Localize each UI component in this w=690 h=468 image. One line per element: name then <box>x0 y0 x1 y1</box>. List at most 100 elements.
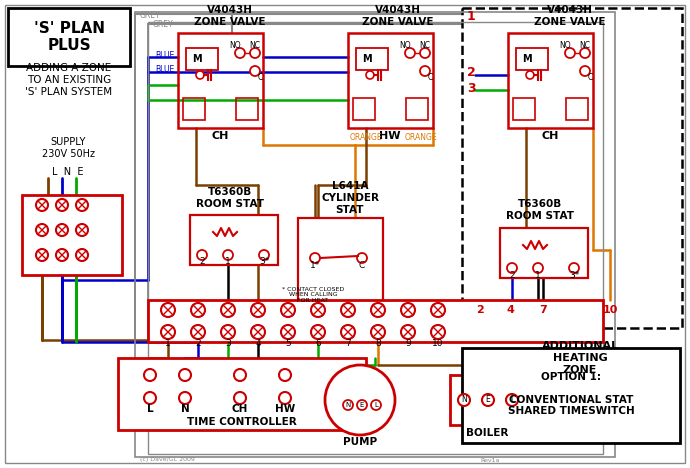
Text: M: M <box>362 54 372 64</box>
Text: 1: 1 <box>535 271 541 280</box>
Text: BLUE: BLUE <box>155 51 175 59</box>
Text: 1: 1 <box>467 9 475 22</box>
Circle shape <box>279 369 291 381</box>
Bar <box>148 22 603 454</box>
Bar <box>148 300 603 342</box>
Circle shape <box>191 325 205 339</box>
Circle shape <box>76 249 88 261</box>
Bar <box>190 215 278 265</box>
Bar <box>118 358 366 430</box>
Circle shape <box>569 263 579 273</box>
Text: V4043H
ZONE VALVE: V4043H ZONE VALVE <box>195 5 266 27</box>
Text: 6: 6 <box>315 338 321 348</box>
Circle shape <box>343 400 353 410</box>
Circle shape <box>76 199 88 211</box>
Circle shape <box>357 253 367 263</box>
Circle shape <box>259 250 269 260</box>
Circle shape <box>507 263 517 273</box>
Circle shape <box>250 48 260 58</box>
Circle shape <box>371 303 385 317</box>
Text: 'S' PLAN
PLUS: 'S' PLAN PLUS <box>34 21 104 53</box>
Circle shape <box>311 325 325 339</box>
Text: CH: CH <box>542 131 559 141</box>
Text: 2: 2 <box>467 66 475 80</box>
Text: ORANGE: ORANGE <box>350 132 383 141</box>
Text: SUPPLY
230V 50Hz: SUPPLY 230V 50Hz <box>41 137 95 159</box>
Bar <box>513 98 535 120</box>
Circle shape <box>76 224 88 236</box>
Bar <box>8 8 130 66</box>
Text: 10: 10 <box>602 305 618 315</box>
Text: NC: NC <box>250 41 261 50</box>
Circle shape <box>325 365 395 435</box>
Circle shape <box>458 394 470 406</box>
Circle shape <box>405 48 415 58</box>
Circle shape <box>482 394 494 406</box>
Circle shape <box>533 263 543 273</box>
Circle shape <box>179 369 191 381</box>
Text: 1: 1 <box>165 338 171 348</box>
Text: M: M <box>522 54 532 64</box>
Text: L: L <box>147 404 153 414</box>
Bar <box>135 12 615 457</box>
Bar <box>236 98 258 120</box>
Text: (c) Dave/GL 2009: (c) Dave/GL 2009 <box>140 458 195 462</box>
Text: * CONTACT CLOSED
WHEN CALLING
FOR HEAT: * CONTACT CLOSED WHEN CALLING FOR HEAT <box>282 287 344 303</box>
Text: 1: 1 <box>225 257 231 266</box>
Circle shape <box>223 250 233 260</box>
Text: 5: 5 <box>285 338 291 348</box>
Text: GREY: GREY <box>153 20 174 29</box>
Circle shape <box>580 48 590 58</box>
Text: 3: 3 <box>225 338 231 348</box>
Text: BLUE: BLUE <box>155 66 175 74</box>
Text: 2: 2 <box>195 338 201 348</box>
Text: 1*: 1* <box>310 261 320 270</box>
Text: T6360B
ROOM STAT: T6360B ROOM STAT <box>196 187 264 209</box>
Text: L641A
CYLINDER
STAT: L641A CYLINDER STAT <box>321 182 379 215</box>
Circle shape <box>431 303 445 317</box>
Circle shape <box>281 325 295 339</box>
Circle shape <box>366 71 374 79</box>
Circle shape <box>401 325 415 339</box>
Bar <box>508 33 593 128</box>
Circle shape <box>251 325 265 339</box>
Bar <box>500 228 588 278</box>
Circle shape <box>420 48 430 58</box>
Circle shape <box>281 303 295 317</box>
Circle shape <box>196 71 204 79</box>
Text: HW: HW <box>275 404 295 414</box>
Text: 3*: 3* <box>569 271 579 280</box>
Text: N: N <box>461 395 467 404</box>
Bar <box>353 98 375 120</box>
Circle shape <box>161 325 175 339</box>
Text: 3: 3 <box>467 81 475 95</box>
Text: 3*: 3* <box>259 257 269 266</box>
Circle shape <box>36 199 48 211</box>
Circle shape <box>311 303 325 317</box>
Circle shape <box>310 253 320 263</box>
Bar <box>450 375 525 425</box>
Text: C: C <box>427 73 433 82</box>
Circle shape <box>56 199 68 211</box>
Text: N: N <box>346 402 351 408</box>
Circle shape <box>371 400 381 410</box>
Circle shape <box>251 303 265 317</box>
Circle shape <box>56 224 68 236</box>
Circle shape <box>565 48 575 58</box>
Bar <box>406 98 428 120</box>
Circle shape <box>357 400 367 410</box>
Text: V4043H
ZONE VALVE: V4043H ZONE VALVE <box>534 5 606 27</box>
Text: M: M <box>193 54 201 64</box>
Text: 9: 9 <box>405 338 411 348</box>
Text: L: L <box>374 402 378 408</box>
Bar <box>356 48 388 70</box>
Text: 2: 2 <box>199 257 205 266</box>
Bar <box>462 8 682 328</box>
Circle shape <box>401 303 415 317</box>
Circle shape <box>235 48 245 58</box>
Bar <box>462 348 680 443</box>
Text: ORANGE: ORANGE <box>405 132 437 141</box>
Text: E: E <box>486 395 491 404</box>
Circle shape <box>144 369 156 381</box>
Circle shape <box>36 249 48 261</box>
